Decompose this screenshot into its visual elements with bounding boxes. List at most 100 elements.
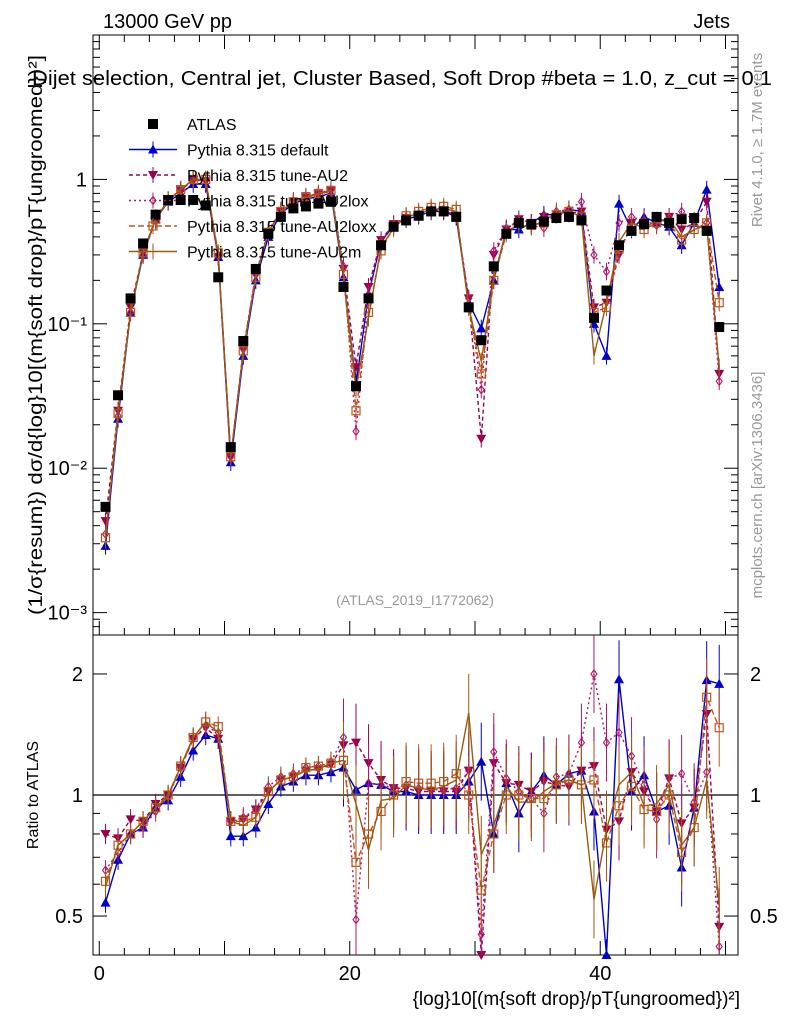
atlas-point	[388, 221, 399, 232]
atlas-point	[676, 214, 687, 225]
mc5-line-ratio	[104, 712, 720, 906]
legend-marker-3	[149, 195, 157, 206]
mc3-point-main	[602, 266, 611, 277]
mc3-point-ratio	[490, 746, 498, 757]
mc3-point-ratio	[715, 941, 723, 952]
atlas-point	[426, 206, 437, 217]
mc2-point-main	[100, 517, 111, 527]
atlas-point	[150, 209, 161, 220]
atlas-point	[376, 240, 387, 251]
atlas-point	[313, 198, 324, 209]
mc3-point-main	[577, 196, 586, 207]
mc2-point-ratio	[351, 738, 362, 748]
atlas-point	[526, 219, 537, 230]
atlas-point	[689, 213, 700, 224]
y-tick-label-ratio: 2	[72, 664, 83, 686]
mc3-point-ratio	[677, 768, 686, 779]
legend-marker-4	[148, 221, 158, 231]
atlas-point	[576, 215, 587, 226]
mc1-point-ratio	[238, 831, 249, 841]
axis-ticks: 0 20 40 10⁻³ 10⁻² 10⁻¹ 1 0.5 0.5 1 1 2 2	[48, 34, 778, 985]
x-tick-label: 0	[94, 963, 105, 985]
atlas-point	[288, 203, 299, 214]
mc3-point-main	[352, 426, 360, 437]
atlas-point	[563, 211, 574, 222]
plot-title: Dijet selection, Central jet, Cluster Ba…	[32, 68, 772, 90]
atlas-point	[451, 211, 462, 222]
atlas-point	[601, 285, 612, 296]
atlas-point	[325, 196, 336, 207]
mc4-point-ratio	[702, 692, 712, 702]
mc1-point-main	[701, 184, 712, 194]
jets-label: Jets	[693, 11, 730, 33]
legend-label-2: Pythia 8.315 tune-AU2	[187, 168, 348, 185]
mc3-point-ratio	[602, 737, 611, 748]
mc2-point-main	[701, 197, 712, 207]
atlas-point	[701, 225, 712, 236]
analysis-watermark: (ATLAS_2019_I1772062)	[336, 592, 494, 608]
atlas-point	[363, 293, 374, 304]
mc3-point-main	[477, 384, 485, 395]
mc1-point-ratio	[601, 950, 612, 959]
atlas-point	[551, 213, 562, 224]
atlas-point	[100, 501, 111, 512]
x-tick-label: 20	[339, 963, 361, 985]
mc4-point-ratio	[351, 857, 361, 867]
mc2-line-ratio	[105, 713, 720, 956]
mc4-point-ratio	[714, 723, 724, 733]
atlas-point	[213, 272, 224, 283]
mc5-line-main	[104, 178, 720, 540]
atlas-point	[163, 195, 174, 206]
legend-label-0: ATLAS	[187, 117, 237, 134]
legend: ATLAS Pythia 8.315 default Pythia 8.315 tu…	[129, 117, 376, 262]
mc1-point-main	[601, 350, 612, 360]
mc1-point-ratio	[188, 745, 199, 755]
atlas-point	[238, 336, 249, 347]
atlas-point	[538, 216, 549, 227]
mc2-point-ratio	[125, 815, 136, 825]
mc1-point-ratio	[263, 798, 274, 808]
y-tick-label-main: 10⁻²	[48, 458, 88, 480]
atlas-point	[175, 195, 186, 206]
ratio-series-layer	[100, 635, 725, 960]
atlas-point	[113, 390, 124, 401]
atlas-point	[138, 238, 149, 249]
mc3-point-ratio	[352, 914, 360, 925]
x-axis-label: {log}10[(m{soft drop}/pT{ungroomed})²]	[413, 989, 740, 1010]
y-tick-label-main: 10⁻³	[48, 603, 88, 625]
atlas-point	[125, 293, 136, 304]
atlas-point	[351, 381, 362, 392]
mc3-point-ratio	[364, 778, 373, 789]
y-tick-label-ratio-right: 1	[750, 785, 761, 807]
main-y-axis-label: (1/σ{resum}) dσ/d{log}10[(m{soft drop}/p…	[26, 55, 47, 615]
mc4-line-ratio	[104, 697, 720, 891]
mc3-line-ratio	[104, 673, 720, 947]
atlas-point	[463, 302, 474, 313]
mc1-point-ratio	[225, 831, 236, 841]
mc3-point-main	[615, 217, 623, 228]
legend-label-4: Pythia 8.315 tune-AU2loxx	[187, 219, 376, 236]
y-tick-label-ratio-right: 2	[750, 664, 761, 686]
atlas-point	[501, 228, 512, 239]
atlas-point	[200, 200, 211, 211]
atlas-point	[263, 228, 274, 239]
mc3-point-ratio	[590, 669, 598, 679]
mc3-point-ratio	[139, 822, 147, 833]
atlas-point	[401, 215, 412, 226]
mc3-point-ratio	[615, 727, 623, 738]
atlas-point	[651, 211, 662, 222]
atlas-point	[639, 219, 650, 230]
mc1-point-ratio	[100, 897, 111, 907]
legend-marker-0	[148, 119, 158, 129]
y-tick-label-ratio: 0.5	[55, 906, 83, 928]
mc3-point-ratio	[477, 929, 485, 940]
atlas-point	[275, 211, 286, 222]
legend-label-1: Pythia 8.315 default	[187, 143, 329, 160]
mc3-point-main	[590, 249, 598, 260]
mc2-point-ratio	[100, 829, 111, 839]
mc1-point-ratio	[714, 678, 725, 688]
mcplots-label: mcplots.cern.ch [arXiv:1306.3436]	[749, 372, 766, 599]
atlas-point	[188, 195, 199, 206]
x-tick-label: 40	[589, 963, 611, 985]
